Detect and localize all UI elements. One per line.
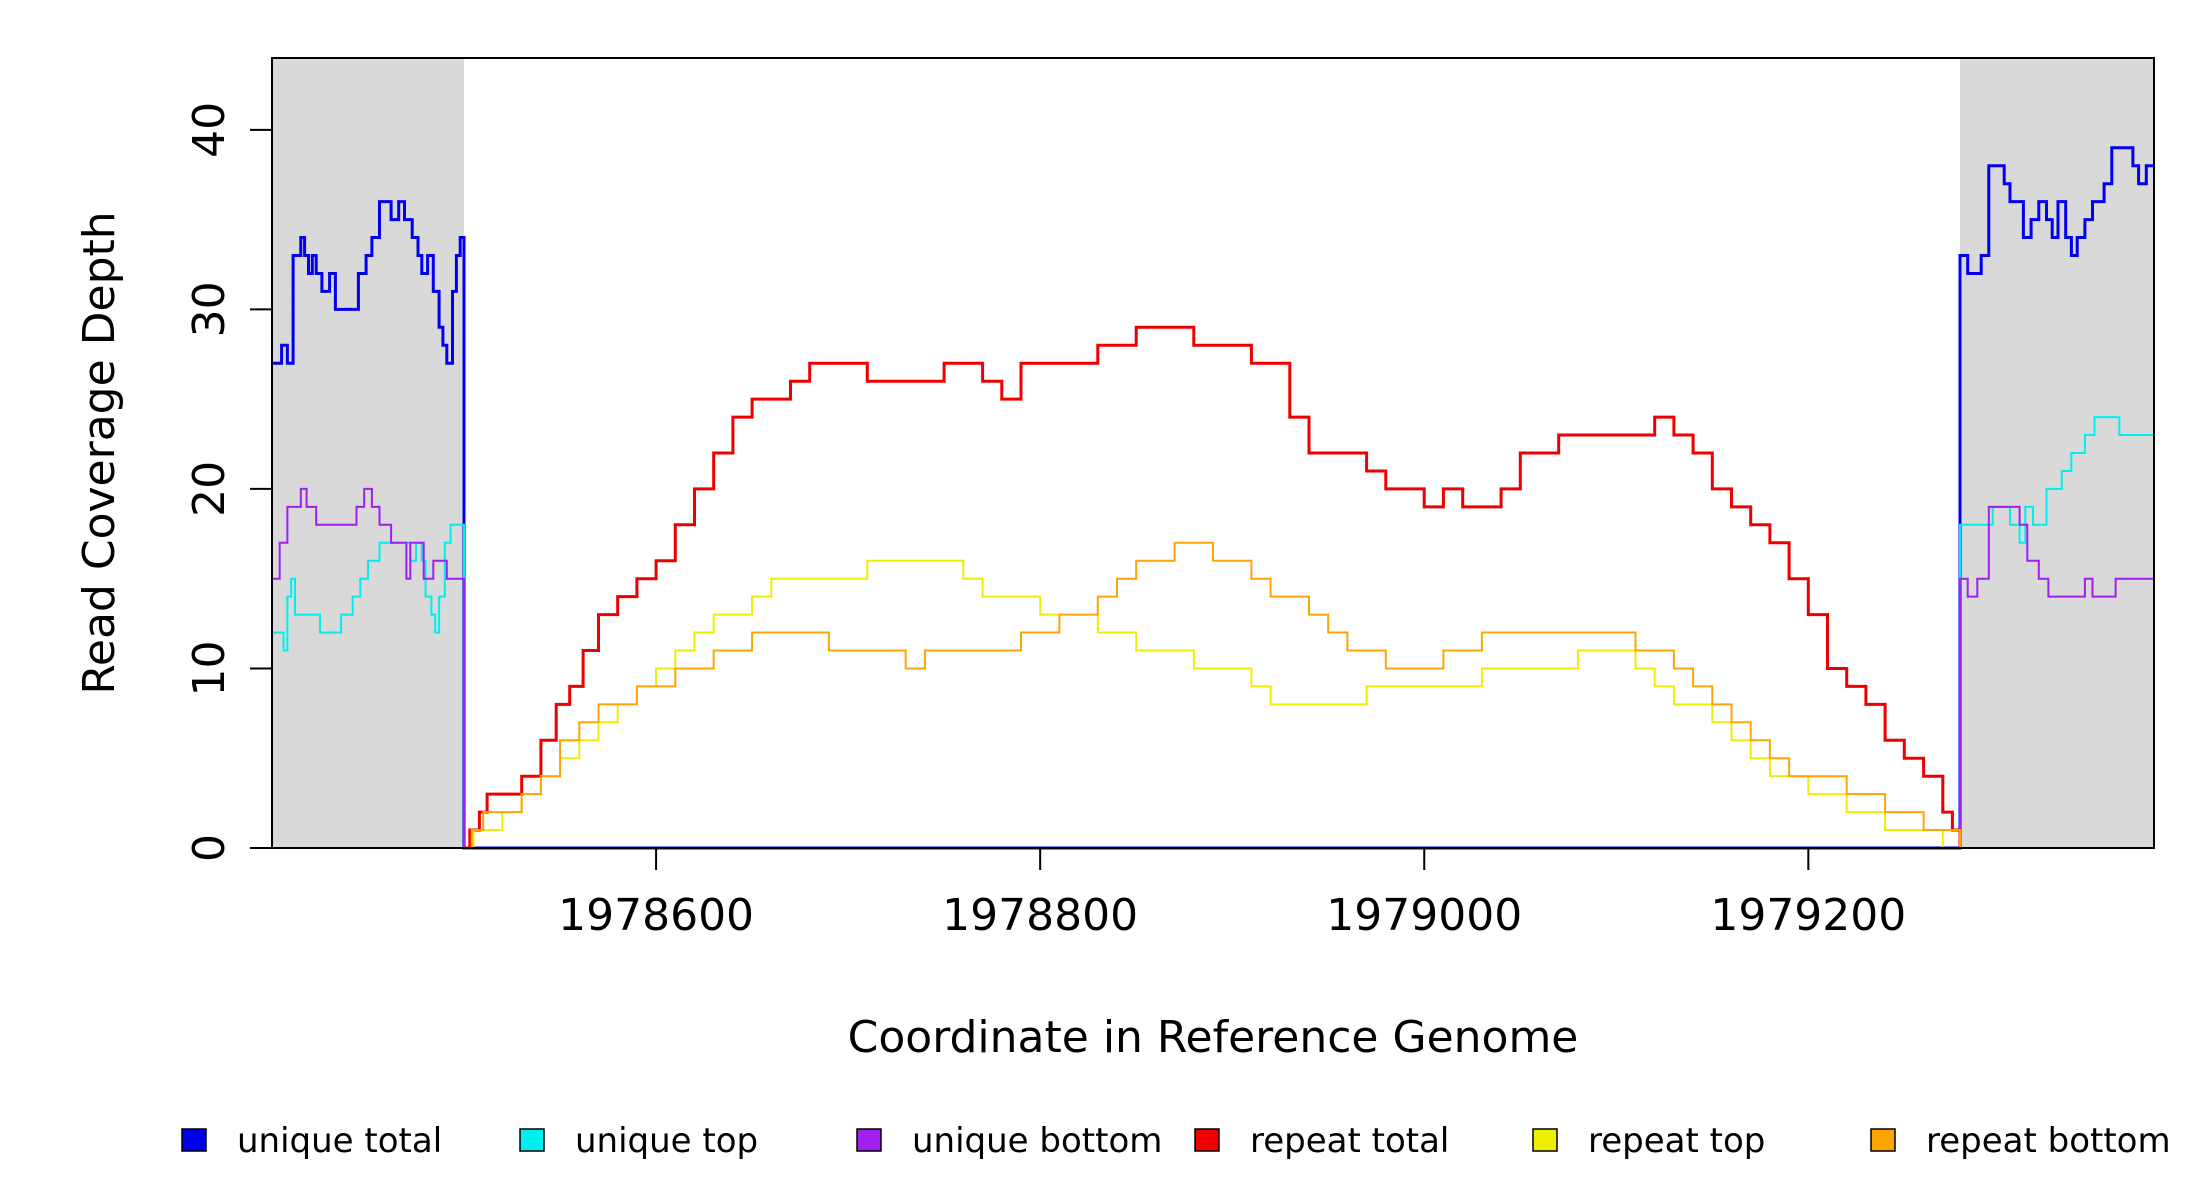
shaded-regions [272,58,2154,848]
x-tick-label: 1978600 [558,890,754,941]
series-line-repeat-bottom [464,541,1961,849]
y-tick-label: 0 [184,834,235,862]
legend-label: repeat total [1250,1121,1449,1161]
legend-label: unique bottom [912,1121,1162,1161]
x-axis: 1978600 1978800 1979000 1979200 [558,848,1906,941]
x-axis-title: Coordinate in Reference Genome [848,1012,1579,1063]
x-tick-label: 1979200 [1710,890,1906,941]
legend-swatch [1194,1128,1220,1152]
legend-label: unique top [575,1121,758,1161]
series-line-unique-total [272,146,2154,850]
legend-label: unique total [237,1121,442,1161]
plot-frame [271,57,2155,849]
y-tick-label: 30 [184,281,235,337]
x-tick-label: 1979000 [1326,890,1522,941]
series-line-unique-top [272,416,2154,849]
legend-swatch [1532,1128,1558,1152]
legend-item: repeat top [1532,1121,1765,1161]
legend-item: repeat bottom [1870,1121,2171,1161]
shaded-region [272,58,465,848]
y-axis: 0 10 20 30 40 [184,102,272,862]
y-tick-label: 20 [184,461,235,517]
legend-swatch [181,1128,207,1152]
series-lines [272,146,2154,850]
x-tick-label: 1978800 [942,890,1138,941]
legend-label: repeat top [1588,1121,1765,1161]
legend: unique total unique top unique bottom repea… [181,1121,2171,1161]
legend-swatch [856,1128,882,1152]
legend-label: repeat bottom [1926,1121,2171,1161]
y-tick-label: 10 [184,640,235,696]
legend-swatch [1870,1128,1896,1152]
legend-item: unique bottom [856,1121,1162,1161]
legend-swatch [519,1128,545,1152]
legend-item: unique total [181,1121,442,1161]
series-line-unique-bottom [272,487,2154,849]
legend-item: unique top [519,1121,758,1161]
legend-item: repeat total [1194,1121,1449,1161]
shaded-region [1960,58,2154,848]
y-tick-label: 40 [184,102,235,158]
y-axis-title: Read Coverage Depth [74,211,125,694]
series-line-repeat-total [464,325,1962,850]
